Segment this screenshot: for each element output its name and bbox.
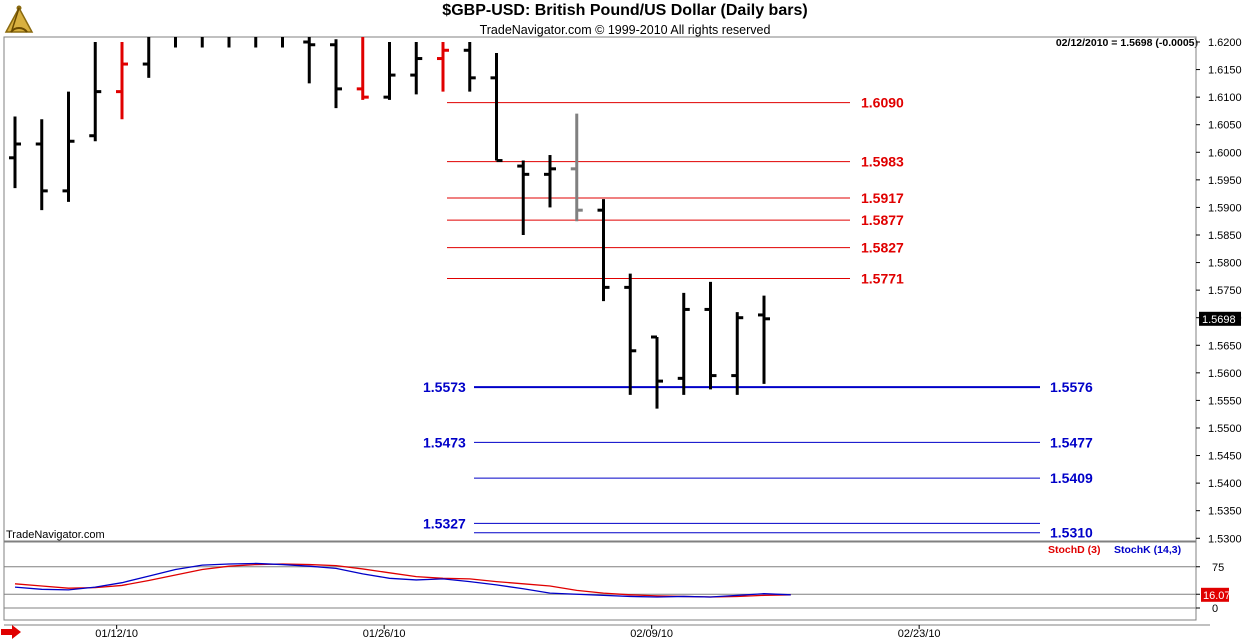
y-tick-label: 1.5750 — [1208, 285, 1242, 297]
last-quote: 02/12/2010 = 1.5698 (-0.0005) — [1055, 37, 1198, 49]
indicator-value-label: 16.07 — [1203, 590, 1231, 602]
x-tick-label: 01/26/10 — [363, 628, 406, 640]
support-right-label: 1.5310 — [1050, 525, 1093, 541]
resistance-label: 1.5827 — [861, 240, 904, 256]
y-tick-label: 1.6100 — [1208, 92, 1242, 104]
resistance-label: 1.5771 — [861, 271, 904, 287]
last-price-marker — [1199, 311, 1241, 326]
indicator-tick-label: 75 — [1212, 562, 1224, 574]
y-tick-label: 1.5450 — [1208, 451, 1242, 463]
y-tick-label: 1.6000 — [1208, 147, 1242, 159]
indicator-value-marker — [1201, 587, 1229, 602]
sextant-logo-icon[interactable] — [2, 2, 36, 36]
x-tick-label: 02/09/10 — [630, 628, 673, 640]
stochd-legend: StochD (3) — [1048, 544, 1101, 556]
indicator-tick-label: 0 — [1212, 603, 1218, 615]
y-tick-label: 1.5350 — [1208, 506, 1242, 518]
copyright-subtitle: TradeNavigator.com © 1999-2010 All right… — [479, 23, 771, 37]
support-left-label: 1.5573 — [423, 379, 466, 395]
support-right-label: 1.5409 — [1050, 470, 1093, 486]
support-left-label: 1.5327 — [423, 515, 466, 531]
resistance-label: 1.5877 — [861, 212, 904, 228]
y-tick-label: 1.5550 — [1208, 395, 1242, 407]
indicator-panel-frame — [3, 541, 1197, 621]
x-tick-label: 01/12/10 — [95, 628, 138, 640]
support-right-label: 1.5576 — [1050, 379, 1093, 395]
resistance-label: 1.6090 — [861, 95, 904, 111]
y-tick-label: 1.5400 — [1208, 478, 1242, 490]
brand-watermark: TradeNavigator.com — [6, 529, 105, 541]
price-panel-frame — [3, 36, 1197, 542]
stochk-legend: StochK (14,3) — [1114, 544, 1181, 556]
y-tick-label: 1.5500 — [1208, 423, 1242, 435]
y-tick-label: 1.5850 — [1208, 230, 1242, 242]
y-tick-label: 1.6050 — [1208, 120, 1242, 132]
y-tick-label: 1.5950 — [1208, 175, 1242, 187]
resistance-label: 1.5983 — [861, 154, 904, 170]
x-tick-label: 02/23/10 — [898, 628, 941, 640]
y-tick-label: 1.5900 — [1208, 202, 1242, 214]
stochd-line — [14, 563, 791, 598]
y-tick-label: 1.5600 — [1208, 368, 1242, 380]
y-tick-label: 1.6200 — [1208, 37, 1242, 49]
y-tick-label: 1.6150 — [1208, 65, 1242, 77]
support-left-label: 1.5473 — [423, 434, 466, 450]
y-tick-label: 1.5650 — [1208, 340, 1242, 352]
y-tick-label: 1.5300 — [1208, 533, 1242, 545]
red-right-arrow-icon[interactable] — [0, 625, 22, 639]
resistance-label: 1.5917 — [861, 190, 904, 206]
chart-title: $GBP-USD: British Pound/US Dollar (Daily… — [442, 2, 808, 19]
stochk-line — [14, 562, 791, 598]
support-right-label: 1.5477 — [1050, 434, 1093, 450]
last-price-label: 1.5698 — [1202, 314, 1236, 326]
y-tick-label: 1.5800 — [1208, 258, 1242, 270]
